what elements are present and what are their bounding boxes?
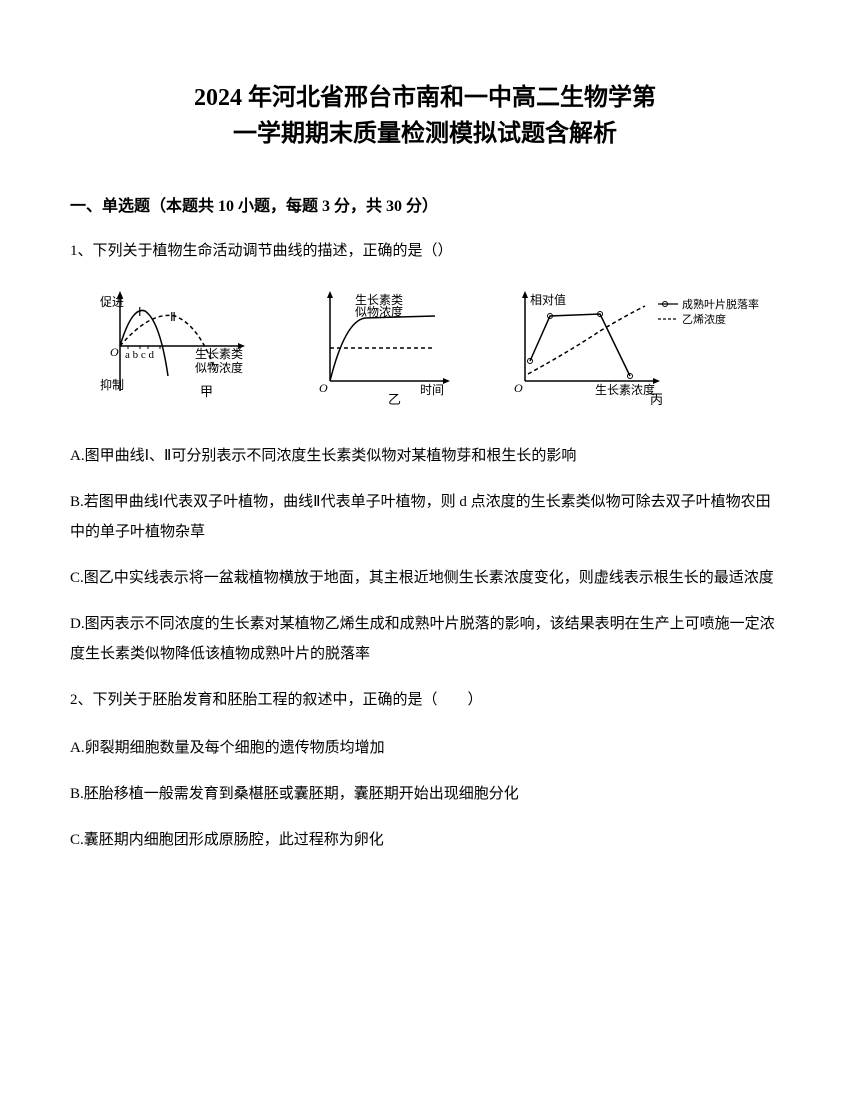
q1-option-a: A.图甲曲线Ⅰ、Ⅱ可分别表示不同浓度生长素类似物对某植物芽和根生长的影响 <box>70 441 780 471</box>
q1-option-c: C.图乙中实线表示将一盆栽植物横放于地面，其主根近地侧生长素浓度变化，则虚线表示… <box>70 563 780 593</box>
diagram-jia: 促进 抑制 Ⅰ Ⅱ O a b c d 生长素类 似物浓度 甲 <box>90 286 285 416</box>
question-2-text: 2、下列关于胚胎发育和胚胎工程的叙述中，正确的是（ ） <box>70 685 780 715</box>
yi-x-label: 时间 <box>420 383 444 397</box>
diagrams-container: 促进 抑制 Ⅰ Ⅱ O a b c d 生长素类 似物浓度 甲 <box>70 286 780 416</box>
jia-x-label-2: 似物浓度 <box>195 360 243 375</box>
bing-x-label: 生长素浓度 <box>595 382 655 397</box>
title-line-1: 2024 年河北省邢台市南和一中高二生物学第 <box>70 80 780 116</box>
title-line-2: 一学期期末质量检测模拟试题含解析 <box>70 116 780 152</box>
jia-y-bottom-label: 抑制 <box>100 377 124 392</box>
document-title: 2024 年河北省邢台市南和一中高二生物学第 一学期期末质量检测模拟试题含解析 <box>70 80 780 152</box>
jia-curve-2-label: Ⅱ <box>170 310 176 324</box>
yi-origin: O <box>319 381 328 395</box>
diagram-bing: 相对值 成熟叶片脱落率 乙烯浓度 O 生长素浓度 丙 <box>500 286 760 416</box>
bing-legend-1: 成熟叶片脱落率 <box>682 297 759 311</box>
bing-name: 丙 <box>650 392 663 407</box>
q2-option-b: B.胚胎移植一般需发育到桑椹胚或囊胚期，囊胚期开始出现细胞分化 <box>70 779 780 809</box>
jia-y-top-label: 促进 <box>100 295 124 309</box>
question-1-text: 1、下列关于植物生命活动调节曲线的描述，正确的是（） <box>70 236 780 266</box>
svg-text:似物浓度: 似物浓度 <box>355 304 403 319</box>
diagram-yi: 生长素类 似物浓度 O 时间 乙 <box>305 286 480 416</box>
jia-x-ticks: a b c d <box>125 349 155 361</box>
q2-option-c: C.囊胚期内细胞团形成原肠腔，此过程称为卵化 <box>70 825 780 855</box>
jia-curve-1-label: Ⅰ <box>138 305 142 319</box>
section-header: 一、单选题（本题共 10 小题，每题 3 分，共 30 分） <box>70 192 780 216</box>
yi-name: 乙 <box>388 392 401 407</box>
jia-name: 甲 <box>200 384 213 399</box>
bing-legend-2: 乙烯浓度 <box>682 312 726 326</box>
q1-option-b: B.若图甲曲线Ⅰ代表双子叶植物，曲线Ⅱ代表单子叶植物，则 d 点浓度的生长素类似… <box>70 487 780 547</box>
q2-option-a: A.卵裂期细胞数量及每个细胞的遗传物质均增加 <box>70 733 780 763</box>
bing-origin: O <box>514 381 523 395</box>
bing-y-label: 相对值 <box>530 292 566 307</box>
jia-origin: O <box>110 345 119 359</box>
q1-option-d: D.图丙表示不同浓度的生长素对某植物乙烯生成和成熟叶片脱落的影响，该结果表明在生… <box>70 609 780 669</box>
jia-x-label-1: 生长素类 <box>195 347 243 361</box>
